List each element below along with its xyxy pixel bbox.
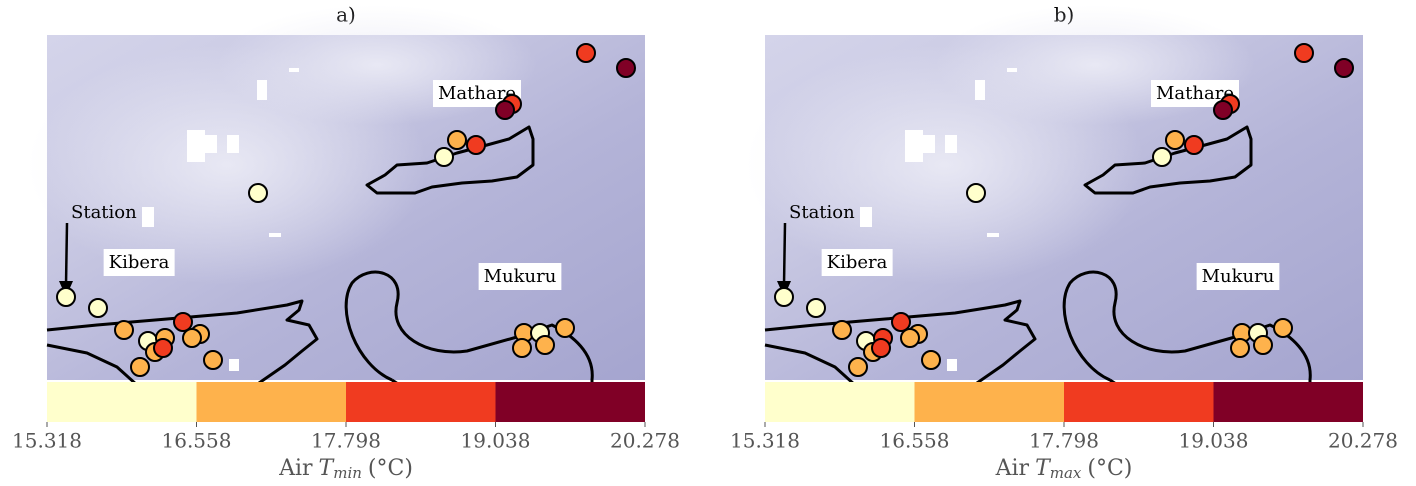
station-point [57,288,75,306]
station-point [1295,44,1313,62]
place-label: Kibera [827,252,888,273]
station-point [89,299,107,317]
colorbar-segment [1064,382,1214,422]
place-label: Mukuru [484,266,557,287]
station-point [131,358,149,376]
colorbar-segment [197,382,347,422]
colorbar-tick-label: 17.798 [1029,429,1099,453]
place-label: Kibera [109,252,170,273]
colorbar-segment [915,382,1065,422]
station-point [183,329,201,347]
station-arrow [784,223,785,285]
colorbar-tick-label: 20.278 [610,429,680,453]
station-point [448,131,466,149]
colorbar-tick-label: 15.318 [730,429,800,453]
colorbar-tick-label: 16.558 [880,429,950,453]
station-point [1185,136,1203,154]
label-part: Air [278,456,313,481]
station-point [1231,339,1249,357]
station-point [1153,148,1171,166]
station-point [154,339,172,357]
station-point [174,313,192,331]
label-part: min [333,464,362,482]
station-point [556,319,574,337]
colorbar-tick-label: 15.318 [12,429,82,453]
station-point [901,329,919,347]
station-point [1254,336,1272,354]
station-point [513,339,531,357]
station-point [872,339,890,357]
station-point [496,101,514,119]
colorbar-segment [496,382,646,422]
colorbar-tick-label: 19.038 [461,429,531,453]
colorbar-segment [1214,382,1364,422]
colorbar-tick-label: 20.278 [1328,429,1398,453]
station-point [467,136,485,154]
figure: a) MathareKiberaMukuruStation15.31816.55… [0,0,1416,486]
panel: b) MathareKiberaMukuruStation15.31816.55… [730,3,1398,483]
station-arrow [66,223,67,285]
label-part: (°C) [1087,456,1132,481]
station-point [204,351,222,369]
station-point [577,44,595,62]
place-label: Station [71,202,137,223]
station-point [807,299,825,317]
station-point [922,351,940,369]
station-point [435,148,453,166]
colorbar-segment [765,382,915,422]
place-label: Station [789,202,855,223]
station-point [833,321,851,339]
colorbar-tick-label: 16.558 [162,429,232,453]
colorbar-segment [346,382,496,422]
colorbar-segment [47,382,197,422]
station-point [967,184,985,202]
station-point [775,288,793,306]
station-point [536,336,554,354]
station-point [617,59,635,77]
station-point [892,313,910,331]
station-point [849,358,867,376]
station-point [115,321,133,339]
station-point [1274,319,1292,337]
colorbar-tick-label: 17.798 [311,429,381,453]
station-point [1214,101,1232,119]
label-part: max [1050,464,1082,482]
colorbar-tick-label: 19.038 [1179,429,1249,453]
label-part: Air [995,456,1030,481]
station-point [1166,131,1184,149]
station-point [249,184,267,202]
panel: a) MathareKiberaMukuruStation15.31816.55… [12,3,680,483]
label-part: (°C) [368,456,413,481]
station-point [1335,59,1353,77]
place-label: Mukuru [1202,266,1275,287]
